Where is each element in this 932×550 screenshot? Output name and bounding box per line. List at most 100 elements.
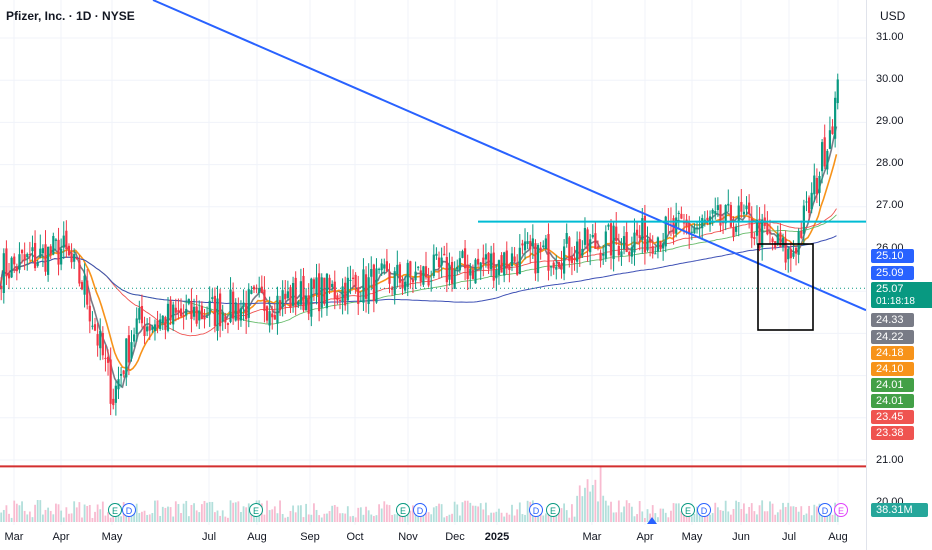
dividend-event-icon[interactable]: D bbox=[122, 503, 136, 517]
volume-bar bbox=[761, 500, 764, 522]
x-tick-label: Jul bbox=[201, 531, 217, 543]
volume-bar bbox=[445, 516, 448, 522]
volume-bar bbox=[352, 515, 354, 522]
candle-body bbox=[211, 297, 214, 299]
volume-bar bbox=[412, 505, 414, 522]
candle-body bbox=[456, 266, 459, 270]
volume-bar bbox=[719, 510, 722, 522]
descending-trendline bbox=[152, 0, 867, 312]
candle-body bbox=[477, 258, 480, 265]
volume-bar bbox=[232, 502, 235, 522]
candle-body bbox=[560, 263, 563, 270]
volume-bar bbox=[96, 504, 99, 522]
candle-body bbox=[701, 217, 704, 229]
candle-body bbox=[349, 279, 352, 281]
volume-bar bbox=[0, 512, 3, 522]
currency-label[interactable]: USD bbox=[880, 9, 906, 23]
volume-bar bbox=[448, 514, 451, 522]
moving-average-line bbox=[0, 235, 837, 305]
candle-body bbox=[714, 211, 717, 214]
volume-bar bbox=[709, 514, 711, 522]
candle-body bbox=[325, 273, 329, 309]
earnings-event-icon[interactable]: E bbox=[834, 503, 848, 517]
volume-bar bbox=[623, 506, 625, 522]
candle-body bbox=[742, 211, 746, 215]
earnings-event-icon[interactable]: E bbox=[108, 503, 122, 517]
candle-body bbox=[15, 266, 18, 272]
volume-bar bbox=[281, 514, 284, 522]
earnings-event-icon[interactable]: E bbox=[249, 503, 263, 517]
candle-body bbox=[70, 252, 73, 263]
volume-bar bbox=[638, 501, 641, 522]
volume-bar bbox=[526, 500, 529, 522]
candle-body bbox=[62, 235, 65, 248]
candle-body bbox=[792, 252, 795, 257]
volume-bar bbox=[167, 506, 169, 522]
volume-bar bbox=[83, 504, 86, 522]
volume-bar bbox=[771, 503, 774, 522]
volume-bar bbox=[586, 479, 589, 522]
volume-bar bbox=[151, 513, 154, 522]
candle-body bbox=[28, 254, 31, 256]
volume-bar bbox=[563, 503, 566, 522]
candle-body bbox=[797, 231, 800, 255]
volume-bar bbox=[571, 504, 573, 522]
volume-bar bbox=[438, 503, 440, 522]
volume-bar bbox=[242, 506, 245, 522]
volume-bar bbox=[633, 516, 636, 522]
candle-body bbox=[417, 266, 420, 268]
candle-body bbox=[753, 236, 756, 240]
candle-body bbox=[36, 262, 39, 266]
candle-body bbox=[91, 325, 94, 327]
candle-body bbox=[781, 237, 785, 247]
volume-bar bbox=[680, 511, 683, 522]
dividend-event-icon[interactable]: D bbox=[529, 503, 543, 517]
candle-body bbox=[729, 205, 732, 227]
dividend-event-icon[interactable]: D bbox=[818, 503, 832, 517]
volume-bar bbox=[763, 511, 766, 522]
candle-body bbox=[768, 232, 772, 234]
candle-body bbox=[409, 261, 412, 275]
candle-body bbox=[656, 237, 660, 252]
candle-body bbox=[205, 316, 209, 318]
price-badge: 24.01 bbox=[871, 378, 914, 392]
volume-bar bbox=[28, 511, 31, 522]
candle-body bbox=[73, 254, 76, 262]
candle-body bbox=[516, 263, 519, 275]
candle-body bbox=[521, 243, 524, 246]
candle-body bbox=[821, 142, 824, 172]
volume-bar bbox=[172, 516, 175, 522]
candle-body bbox=[505, 250, 508, 269]
earnings-event-icon[interactable]: E bbox=[546, 503, 560, 517]
volume-bar bbox=[508, 514, 511, 522]
volume-bar bbox=[237, 501, 240, 522]
volume-bar bbox=[797, 511, 800, 522]
candle-body bbox=[591, 235, 594, 238]
volume-bar bbox=[169, 507, 172, 522]
volume-bar bbox=[815, 506, 818, 522]
earnings-event-icon[interactable]: E bbox=[681, 503, 695, 517]
earnings-event-icon[interactable]: E bbox=[396, 503, 410, 517]
volume-bar bbox=[143, 510, 146, 522]
volume-bar bbox=[219, 515, 222, 522]
dividend-event-icon[interactable]: D bbox=[413, 503, 427, 517]
candle-body bbox=[159, 319, 162, 330]
candle-body bbox=[172, 304, 175, 325]
dividend-event-icon[interactable]: D bbox=[697, 503, 711, 517]
volume-bar bbox=[206, 502, 208, 522]
volume-bar bbox=[651, 505, 654, 522]
candle-body bbox=[200, 305, 203, 320]
candle-body bbox=[539, 247, 542, 251]
volume-bar bbox=[435, 506, 438, 522]
candle-body bbox=[31, 247, 34, 252]
volume-bar bbox=[693, 513, 696, 522]
volume-bar bbox=[711, 513, 714, 522]
volume-bar bbox=[182, 503, 185, 522]
candle-body bbox=[221, 313, 224, 322]
price-badge: 23.45 bbox=[871, 410, 914, 424]
candle-body bbox=[216, 298, 219, 331]
candle-body bbox=[503, 252, 506, 276]
volume-bar bbox=[372, 515, 375, 522]
volume-bar bbox=[148, 514, 151, 522]
